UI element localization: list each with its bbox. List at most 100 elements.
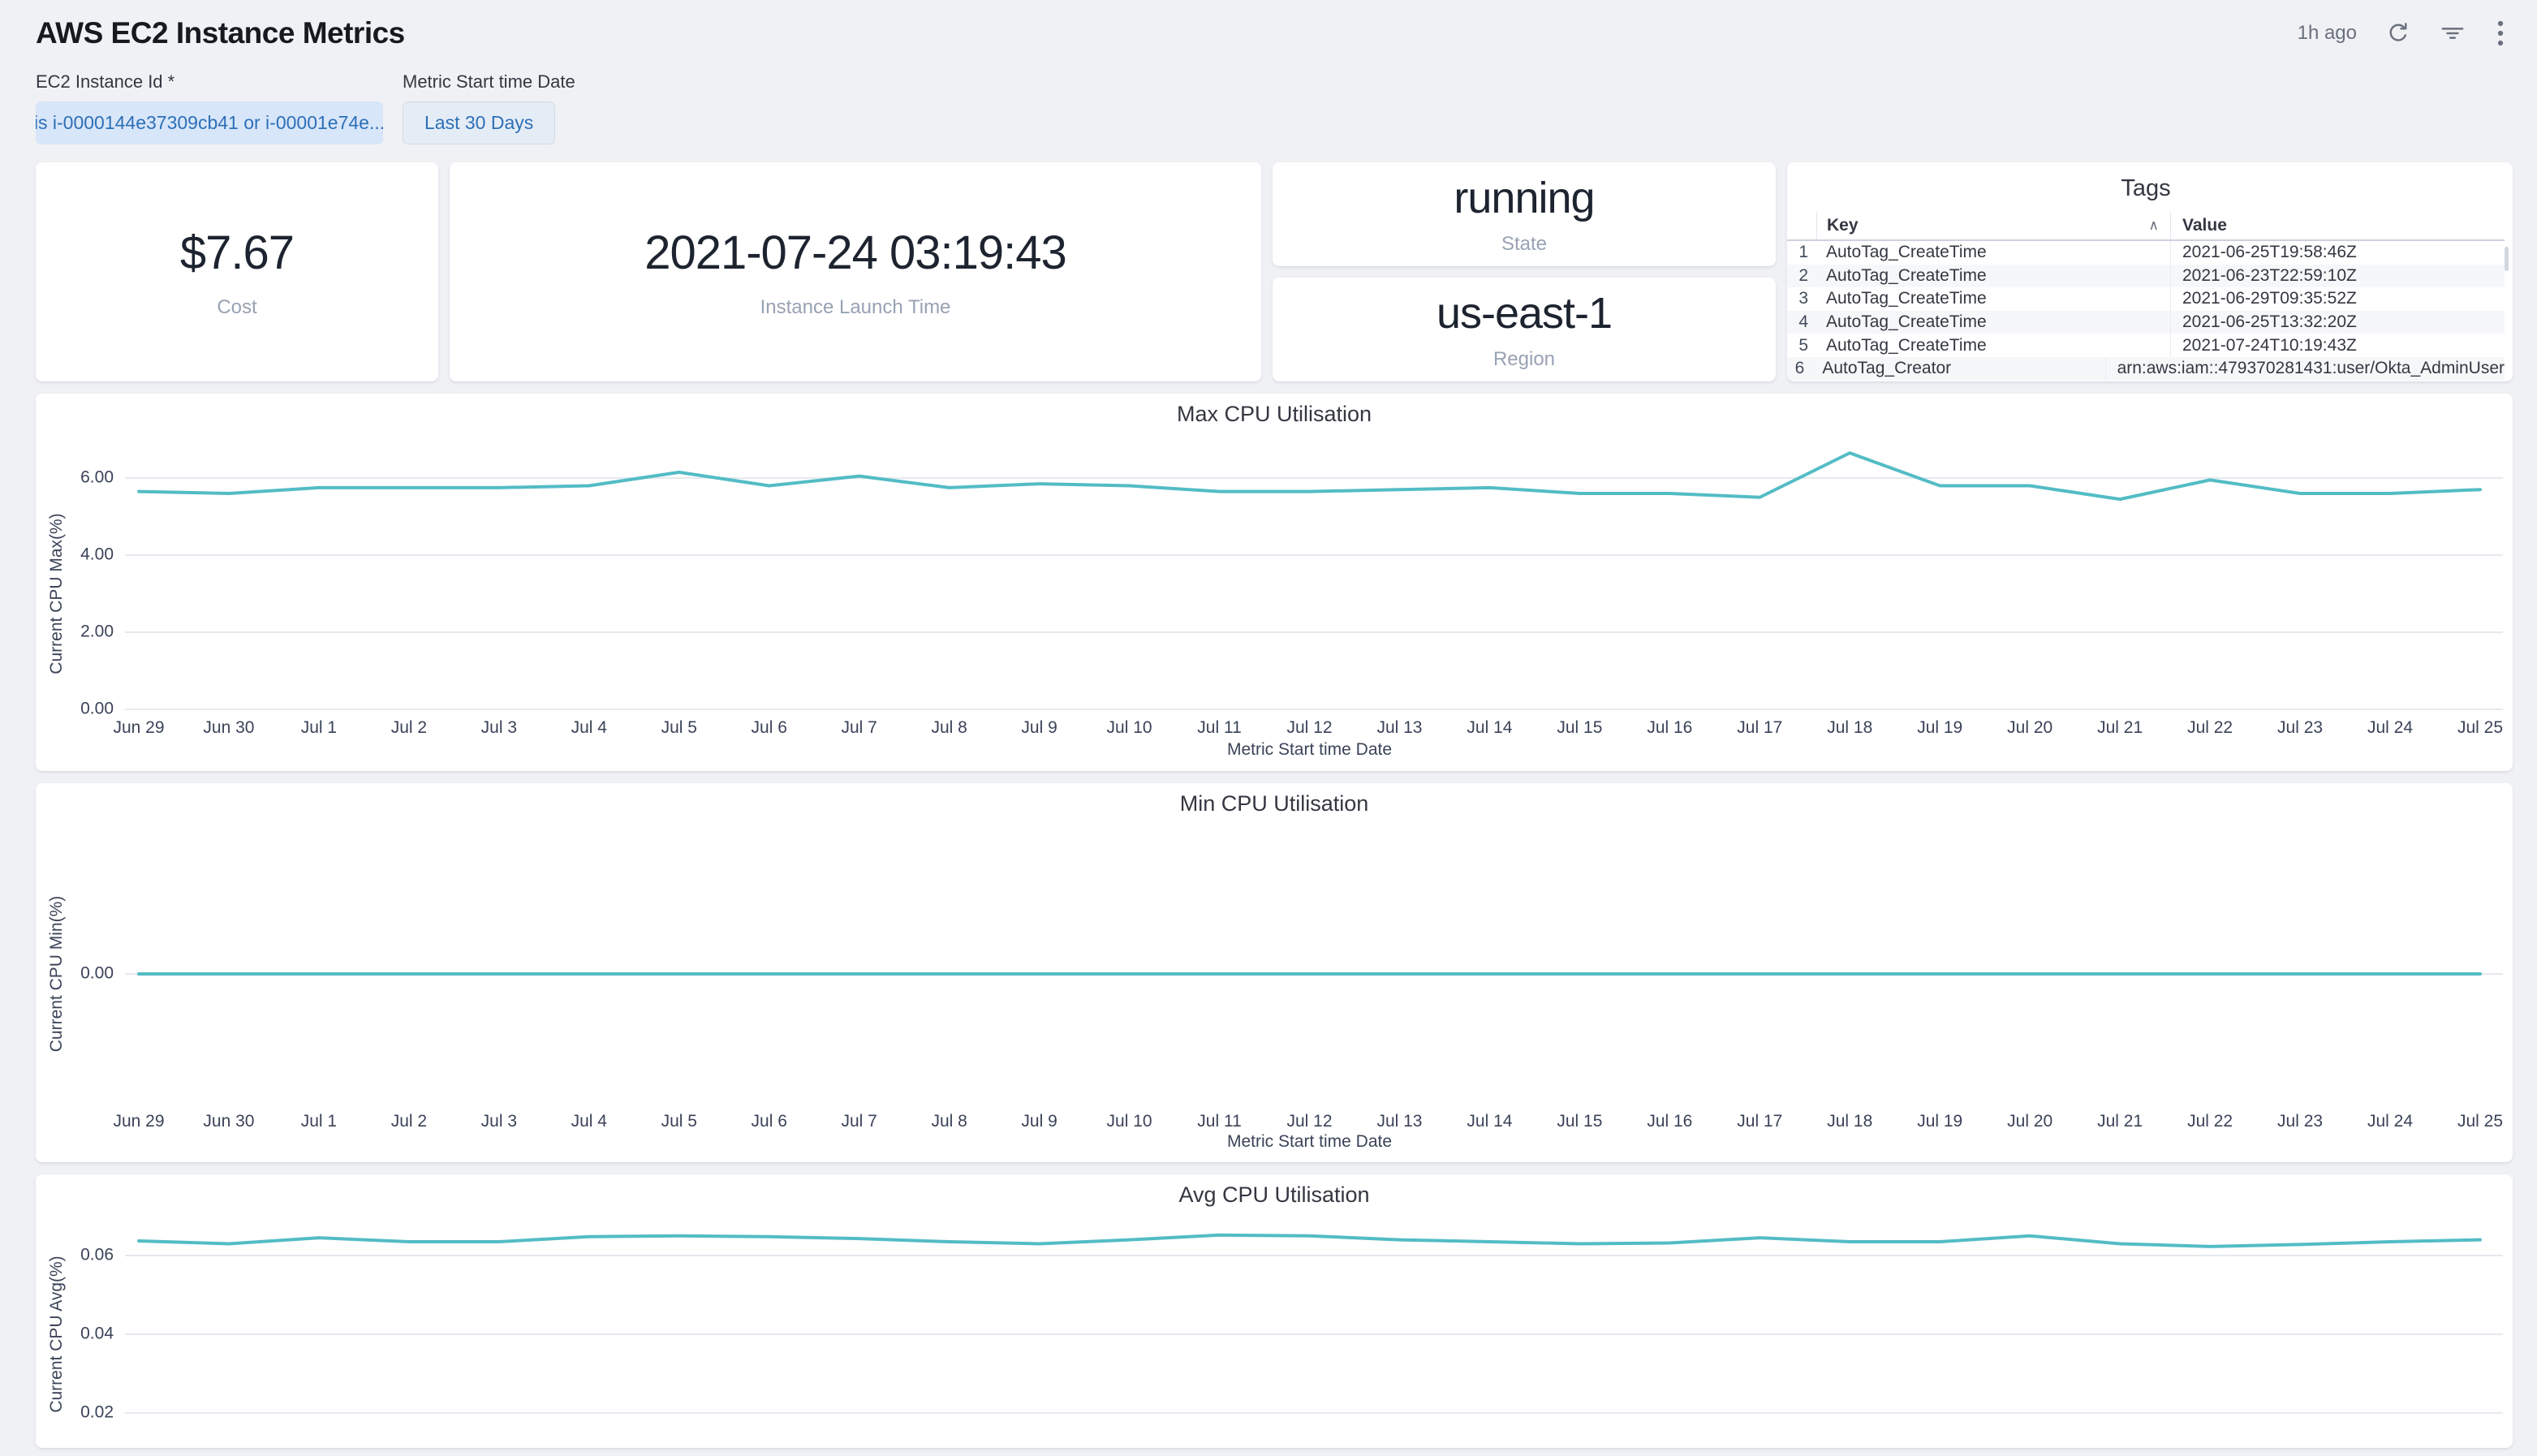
table-row[interactable]: 5 AutoTag_CreateTime 2021-07-24T10:19:43Z xyxy=(1787,334,2505,357)
tag-key-cell: AutoTag_CreateTime xyxy=(1826,243,1987,262)
x-tick-label: Jul 15 xyxy=(1557,1112,1602,1131)
x-axis-title: Metric Start time Date xyxy=(1227,740,1392,759)
x-tick-label: Jul 12 xyxy=(1286,718,1332,737)
tag-value-cell: 2021-06-23T22:59:10Z xyxy=(2170,264,2505,288)
table-row[interactable]: 1 AutoTag_CreateTime 2021-06-25T19:58:46Z xyxy=(1787,241,2505,265)
instance-id-filter[interactable]: is i-0000144e37309cb41 or i-00001e74e... xyxy=(36,101,383,144)
tag-key-cell: AutoTag_CreateTime xyxy=(1826,335,1987,355)
x-tick-label: Jul 13 xyxy=(1376,1112,1422,1131)
x-tick-label: Jul 2 xyxy=(391,718,427,737)
row-index: 5 xyxy=(1798,335,1808,355)
min-cpu-panel: Min CPU Utilisation 0.00 Jun 29 Jun 30 Jul … xyxy=(36,783,2513,1162)
y-tick-label: 0.06 xyxy=(80,1246,114,1264)
row-index: 3 xyxy=(1798,289,1808,308)
x-tick-label: Jun 29 xyxy=(113,718,164,737)
key-column-header[interactable]: Key ∧ xyxy=(1816,212,2170,239)
sort-ascending-icon[interactable]: ∧ xyxy=(2148,218,2159,233)
last-updated-label: 1h ago xyxy=(2297,22,2357,44)
page-title: AWS EC2 Instance Metrics xyxy=(36,16,405,50)
y-tick-label: 0.00 xyxy=(80,700,114,718)
y-tick-label: 6.00 xyxy=(80,468,114,487)
filter-icon[interactable] xyxy=(2440,21,2466,45)
x-tick-label: Jul 25 xyxy=(2457,718,2503,737)
table-row[interactable]: 2 AutoTag_CreateTime 2021-06-23T22:59:10Z xyxy=(1787,264,2505,288)
y-axis-title: Current CPU Min(%) xyxy=(47,896,66,1053)
x-tick-label: Jul 13 xyxy=(1376,718,1422,737)
tags-table-header: Key ∧ Value xyxy=(1787,212,2505,241)
date-filter-label: Metric Start time Date xyxy=(403,71,575,92)
metric-cards-row: $7.67 Cost 2021-07-24 03:19:43 Instance … xyxy=(36,162,2513,381)
x-tick-label: Jul 7 xyxy=(842,718,877,737)
x-tick-label: Jul 2 xyxy=(391,1112,427,1131)
state-label: State xyxy=(1501,233,1548,255)
x-tick-label: Jul 19 xyxy=(1917,718,1962,737)
x-tick-label: Jul 11 xyxy=(1197,718,1241,737)
avg-cpu-panel: Avg CPU Utilisation 0.060.040.02Jun 29Ju… xyxy=(36,1174,2513,1448)
y-tick-label: 0.02 xyxy=(80,1403,114,1422)
min-cpu-chart-title: Min CPU Utilisation xyxy=(1179,790,1369,816)
refresh-icon[interactable] xyxy=(2386,21,2410,45)
x-tick-label: Jul 22 xyxy=(2187,1112,2233,1131)
x-tick-label: Jul 19 xyxy=(1917,1112,1962,1131)
instance-id-label: EC2 Instance Id * xyxy=(36,71,175,92)
avg-cpu-chart-title: Avg CPU Utilisation xyxy=(1178,1182,1370,1207)
cost-label: Cost xyxy=(217,295,257,318)
state-card: running State xyxy=(1273,162,1776,266)
x-tick-label: Jul 1 xyxy=(301,718,337,737)
row-index: 2 xyxy=(1798,265,1808,285)
tags-panel: Tags Key ∧ Value 1 AutoTag_CreateTime 2021… xyxy=(1787,162,2513,381)
x-tick-label: Jul 16 xyxy=(1647,718,1692,737)
x-tick-label: Jun 30 xyxy=(203,1112,254,1131)
table-row[interactable]: 3 AutoTag_CreateTime 2021-06-29T09:35:52Z xyxy=(1787,287,2505,311)
x-tick-label: Jul 1 xyxy=(301,1112,337,1131)
x-tick-label: Jul 14 xyxy=(1467,718,1512,737)
instance-id-filter-group: EC2 Instance Id * is i-0000144e37309cb41… xyxy=(36,71,383,144)
launch-time-value: 2021-07-24 03:19:43 xyxy=(644,226,1067,279)
region-label: Region xyxy=(1492,348,1556,370)
tag-value-cell: 2021-06-25T13:32:20Z xyxy=(2170,310,2505,334)
y-tick-label: 4.00 xyxy=(80,545,114,564)
value-header-label: Value xyxy=(2182,216,2227,235)
tags-table-body: 1 AutoTag_CreateTime 2021-06-25T19:58:46Z 2… xyxy=(1787,241,2505,381)
cost-value: $7.67 xyxy=(179,226,295,279)
vertical-ellipsis-icon[interactable] xyxy=(2495,19,2506,47)
y-axis-title: Current CPU Avg(%) xyxy=(47,1256,66,1412)
region-value: us-east-1 xyxy=(1436,289,1613,338)
cost-card: $7.67 Cost xyxy=(36,162,438,381)
filter-bar: EC2 Instance Id * is i-0000144e37309cb41… xyxy=(36,71,575,144)
tag-key-cell: AutoTag_CreateTime xyxy=(1826,312,1987,332)
x-tick-label: Jul 12 xyxy=(1286,1112,1332,1131)
x-tick-label: Jul 10 xyxy=(1107,718,1152,737)
x-tick-label: Jun 30 xyxy=(203,718,254,737)
table-row[interactable]: 6 AutoTag_Creator arn:aws:iam::47937028143… xyxy=(1787,356,2505,381)
min-cpu-chart-canvas[interactable]: 0.00 Jun 29 Jun 30 Jul 1 Jul 2 Jul 3 Jul 4 Jul … xyxy=(36,824,2513,1162)
x-tick-label: Jul 24 xyxy=(2367,1112,2413,1131)
tag-key-cell: AutoTag_Creator xyxy=(1822,359,1952,378)
tag-key-cell: AutoTag_CreateTime xyxy=(1826,289,1987,308)
key-header-label: Key xyxy=(1827,216,1859,235)
x-tick-label: Jul 17 xyxy=(1737,1112,1782,1131)
x-tick-label: Jul 16 xyxy=(1647,1112,1692,1131)
region-card: us-east-1 Region xyxy=(1273,278,1776,381)
table-row[interactable]: 4 AutoTag_CreateTime 2021-06-25T13:32:20Z xyxy=(1787,310,2505,334)
x-tick-label: Jul 8 xyxy=(931,718,967,737)
x-tick-label: Jul 25 xyxy=(2457,1112,2503,1131)
table-scrollbar[interactable] xyxy=(2505,247,2509,271)
x-tick-label: Jul 6 xyxy=(752,718,787,737)
x-tick-label: Jul 18 xyxy=(1827,1112,1872,1131)
value-column-header[interactable]: Value xyxy=(2170,212,2505,239)
x-tick-label: Jul 9 xyxy=(1021,1112,1057,1131)
x-tick-label: Jul 3 xyxy=(481,718,517,737)
state-value: running xyxy=(1454,174,1595,222)
max-cpu-chart-title: Max CPU Utilisation xyxy=(1176,401,1372,426)
x-tick-label: Jul 20 xyxy=(2007,1112,2052,1131)
row-index: 6 xyxy=(1794,359,1805,378)
row-index: 1 xyxy=(1798,243,1808,262)
tag-value-cell: 2021-06-25T19:58:46Z xyxy=(2170,241,2505,265)
dashboard-header: AWS EC2 Instance Metrics 1h ago xyxy=(36,0,2506,67)
row-index: 4 xyxy=(1798,312,1808,332)
date-range-filter[interactable]: Last 30 Days xyxy=(403,101,556,144)
tag-value-cell: 2021-06-29T09:35:52Z xyxy=(2170,287,2505,311)
